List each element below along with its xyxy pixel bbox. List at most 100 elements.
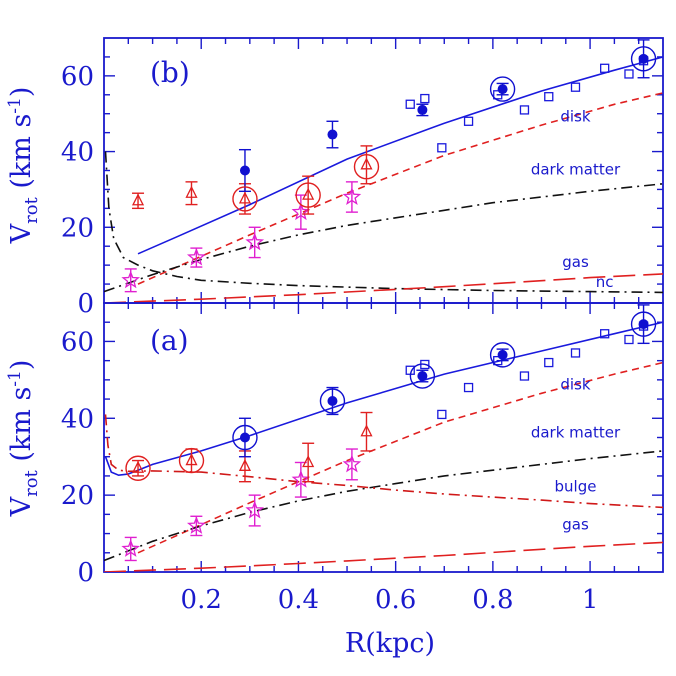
star-point [186,247,206,266]
triangle-point [360,157,373,170]
y-tick-label: 0 [77,289,94,319]
svg-text:Vrot (km s-1): Vrot (km s-1) [5,360,42,518]
x-tick-label: 1 [582,585,599,615]
curve-dark-matter [104,450,663,562]
curve-label-dark-matter: dark matter [531,160,621,178]
triangle-point [185,185,198,198]
y-label-exp: -1 [5,370,25,387]
curves-group [104,56,663,303]
highlight-circle-blue [319,388,346,414]
svg-text:Vrot (km s-1): Vrot (km s-1) [5,87,42,245]
open-square-point [519,371,530,381]
highlight-circle-blue [489,76,516,102]
star-point [291,202,311,221]
y-axis-label-upper: Vrot (km s-1) [5,87,42,245]
y-tick-label: 20 [61,213,94,243]
highlight-circle-blue [232,424,258,451]
open-square-point [624,69,634,79]
star-point [342,187,362,205]
y-tick-label: 20 [61,481,94,511]
x-tick-label: 0.6 [375,585,416,615]
y-label-close: ) [6,87,37,98]
highlight-circle-blue [409,363,436,389]
triangle-point [360,424,373,437]
curve-bulge [104,414,663,509]
curve-label-gas: gas [562,516,589,534]
filled-point [327,395,338,406]
curve-label-nc: nc [596,273,614,291]
open-square-point [570,348,581,358]
panel-label: (b) [150,56,190,89]
star-point [121,539,141,557]
highlight-circle-blue [630,46,657,72]
triangle-point [131,193,145,206]
panel-a: 0 20 40 60 0.2 0.4 0.6 0.8 1 (a) disk dark matter bu… [61,302,664,615]
y-label-close: ) [6,360,37,371]
highlight-circle-red [295,182,321,208]
curves-group [104,321,663,572]
y-label-exp: -1 [5,97,25,114]
open-square-point [600,329,610,339]
filled-point [497,349,508,360]
open-square-point [437,409,447,420]
curve-gas [104,541,663,572]
x-tick-label: 0.4 [278,585,319,615]
star-point [121,270,141,289]
y-label-sub: rot [21,469,42,496]
curve-total [137,56,663,255]
y-label-unit: (km s [6,387,37,471]
star-point [291,469,311,488]
star-point [342,454,362,473]
open-square-point [570,82,581,92]
open-square-point [437,143,447,153]
x-tick-label: 0.8 [472,585,513,615]
triangle-point [302,187,315,200]
curve-disk [137,361,663,554]
star-point [245,500,265,519]
x-axis-label: R(kpc) [345,628,435,659]
highlight-circle-red [232,186,258,212]
y-tick-label: 60 [61,327,94,357]
open-square-point [463,116,474,126]
filled-point [638,53,649,64]
filled-point [417,104,428,115]
y-axis-label-lower: Vrot (km s-1) [5,360,42,518]
star-point [186,516,206,534]
open-square-point [624,334,634,345]
y-tick-label: 60 [61,62,94,92]
x-tick-label: 0.2 [181,585,222,615]
highlight-circle-red [353,154,380,180]
open-square-point [544,92,554,102]
triangle-point [302,455,315,468]
open-square-point [600,63,610,73]
curve-disk [137,92,663,285]
curve-label-bulge: bulge [555,477,597,495]
highlight-circle-blue [630,311,657,337]
highlight-circle-red [178,447,205,474]
filled-point [239,165,250,176]
y-tick-label: 40 [61,404,94,434]
curve-label-gas: gas [562,253,589,271]
y-tick-label: 0 [77,558,94,588]
y-tick-label: 40 [61,138,94,168]
curve-label-disk: disk [560,375,591,393]
curve-label-dark-matter: dark matter [531,424,621,442]
filled-point [417,371,428,382]
open-square-point [420,93,430,104]
triangle-point [185,453,198,466]
triangle-point [131,460,145,473]
highlight-circle-red [125,455,151,481]
open-square-point [463,382,474,393]
y-label-main: V [6,496,37,517]
curve-label-disk: disk [560,107,591,125]
filled-point [497,84,508,95]
open-square-point [544,357,554,368]
triangle-point [238,458,252,471]
filled-point [638,319,649,330]
curve-nc [104,151,663,294]
curve-total [104,321,663,477]
filled-point [327,129,338,140]
highlight-circle-blue [489,342,516,368]
